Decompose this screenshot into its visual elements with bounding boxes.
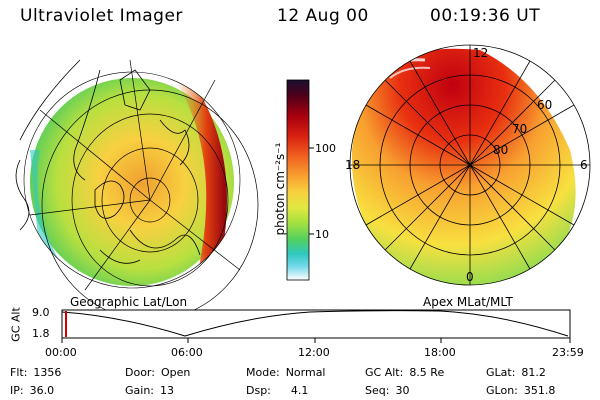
colorbar-tick-100: 100 xyxy=(315,142,336,155)
mode-info: Mode: Normal xyxy=(246,366,326,379)
right-panel-caption: Apex MLat/MLT xyxy=(423,295,513,309)
intensity-colorbar xyxy=(286,79,314,281)
instrument-title: Ultraviolet Imager xyxy=(20,6,183,26)
altitude-xtick: 06:00 xyxy=(171,346,203,359)
glon-info: GLon: 351.8 xyxy=(486,384,556,397)
altitude-plot xyxy=(61,309,571,343)
colorbar-scale xyxy=(286,79,310,281)
ip-value: 36.0 xyxy=(29,384,55,397)
altitude-xtick: 00:00 xyxy=(45,346,77,359)
mlt-label-0: 0 xyxy=(466,270,474,284)
glat-value: 81.2 xyxy=(521,366,546,379)
gc-alt-info: GC Alt: 8.5 Re xyxy=(365,366,445,379)
colorbar-unit-label: photon cm⁻²s⁻¹ xyxy=(273,142,287,236)
orbit-altitude-curve xyxy=(61,310,569,337)
geographic-image-panel xyxy=(15,59,259,321)
mlat-label-70: 70 xyxy=(512,122,528,136)
altitude-xtick: 18:00 xyxy=(424,346,456,359)
image-time: 00:19:36 UT xyxy=(430,6,541,26)
magnetic-image-panel xyxy=(349,44,591,286)
longitude-grid xyxy=(29,59,241,291)
altitude-ylabel: GC Alt xyxy=(9,307,23,342)
flt-value: 1356 xyxy=(33,366,62,379)
altitude-ytick-min: 1.8 xyxy=(32,327,50,340)
mlt-label-18: 18 xyxy=(345,158,361,172)
auroral-emission-disk xyxy=(30,78,234,286)
colorbar-tick-10: 10 xyxy=(315,228,329,241)
door-value: Open xyxy=(160,366,191,379)
altitude-plot-frame xyxy=(61,309,571,339)
mlat-label-60: 60 xyxy=(537,98,553,112)
ip-info: IP: 36.0 xyxy=(10,384,55,397)
gain-value: 13 xyxy=(160,384,174,397)
image-date: 12 Aug 00 xyxy=(277,6,369,26)
auroral-oval-band xyxy=(175,78,227,285)
altitude-x-ticks xyxy=(61,338,571,343)
seq-info: Seq: 30 xyxy=(365,384,410,397)
left-panel-caption: Geographic Lat/Lon xyxy=(70,295,188,309)
flt-info: Flt: 1356 xyxy=(10,366,62,379)
door-info: Door: Open xyxy=(125,366,191,379)
seq-value: 30 xyxy=(395,384,410,397)
altitude-xtick: 23:59 xyxy=(552,346,584,359)
mlt-label-12: 12 xyxy=(473,46,489,60)
gain-info: Gain: 13 xyxy=(125,384,174,397)
gc-alt-value: 8.5 Re xyxy=(409,366,445,379)
altitude-xtick: 12:00 xyxy=(298,346,330,359)
altitude-ytick-max: 9.0 xyxy=(32,306,50,319)
mlt-label-6: 6 xyxy=(580,158,588,172)
dsp-info: Dsp: 4.1 xyxy=(246,384,309,397)
glon-value: 351.8 xyxy=(523,384,556,397)
mlt-meridians xyxy=(350,45,590,285)
dsp-value: 4.1 xyxy=(290,384,309,397)
glat-info: GLat: 81.2 xyxy=(486,366,546,379)
mode-value: Normal xyxy=(285,366,326,379)
coastlines xyxy=(15,59,201,264)
mlat-label-80: 80 xyxy=(493,143,509,157)
auroral-emission-disk xyxy=(351,48,576,285)
